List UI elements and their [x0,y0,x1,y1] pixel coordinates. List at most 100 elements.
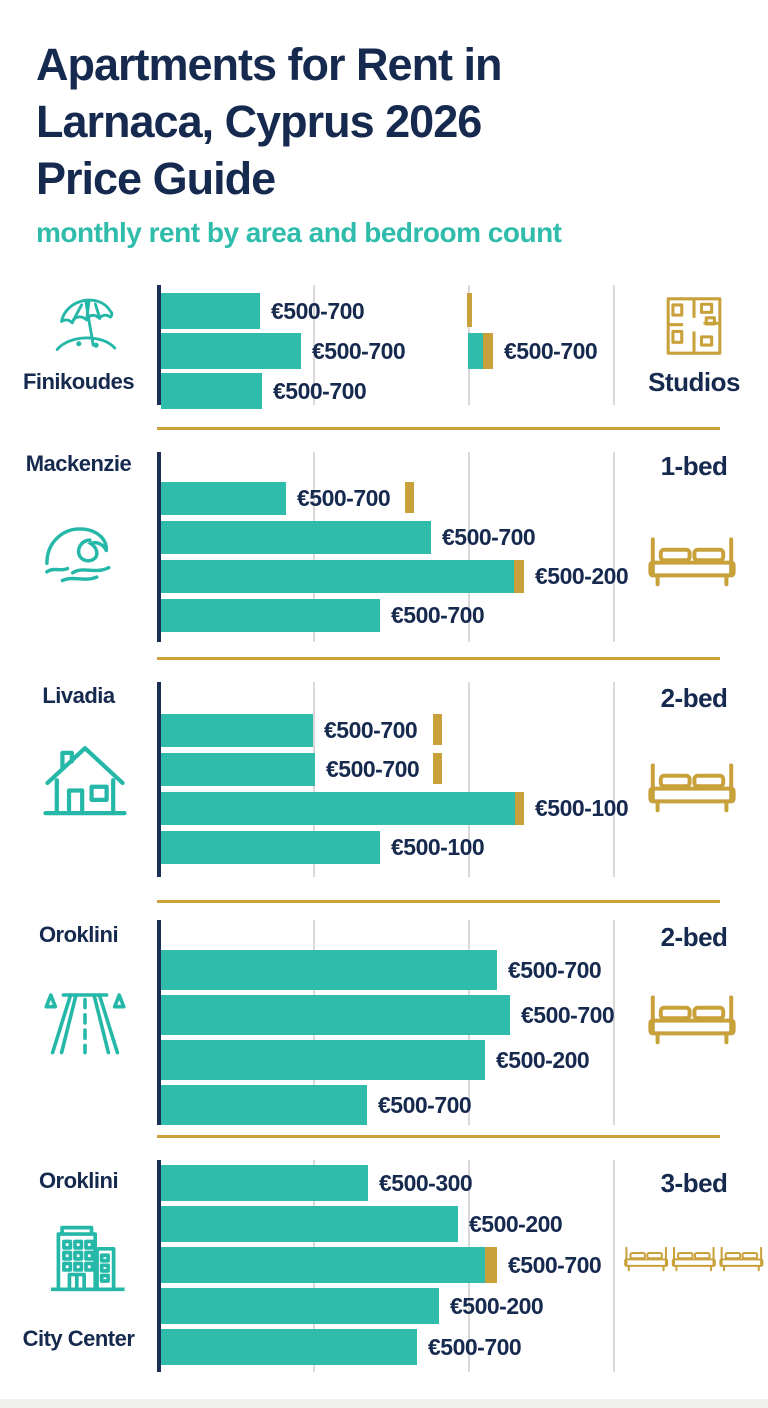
triple-bed-icon [624,1238,764,1280]
rent-bar [161,333,301,369]
section-divider [157,427,720,430]
house-icon [38,736,132,830]
gold-tick [467,293,472,327]
bar-chart: €500-700 €500-700 €500-700 €500-700 [157,285,620,409]
mini-bar-teal [468,333,483,369]
bedroom-type-label: 2-bed [660,683,728,713]
bedroom-type-column: Studios [620,283,768,430]
bar-value-label: €500-200 [496,1046,590,1073]
gold-tick [405,482,414,513]
footer-strip [0,1399,768,1408]
section-finikoudes: Finikoudes €500-700 €500-700 €500-700 €500-… [0,283,768,430]
bar-row: €500-700 [161,482,620,515]
double-bed-icon [648,992,736,1046]
bar-value-label: €500-700 [428,1333,522,1360]
area-label: Oroklini [38,922,119,947]
bar-value-label: €500-700 [312,337,406,364]
axis-line [157,1160,161,1372]
gridline [468,682,470,877]
rent-bar-teal [161,599,380,632]
bar-row: €500-700 [161,950,620,990]
rent-bar-teal [161,831,380,864]
axis-line [157,920,161,1125]
double-bed-icon [648,534,736,588]
section-divider [157,657,720,660]
area-label: Mackenzie [25,451,132,476]
rent-bar-gold-cap [514,560,524,593]
bar-row: €500-700 [161,521,620,554]
bar-value-label: €500-200 [535,563,629,589]
bedroom-type-column: 3-bed [620,1156,768,1374]
bar-row: €500-300 [161,1165,620,1201]
area-label: Finikoudes [22,369,135,394]
rent-bar [161,1206,458,1242]
section-livadia: Livadia €500-700 €500-700 €500-100 €500-100… [0,678,768,903]
area-column: Oroklini [0,916,157,1138]
rent-bar-teal [161,333,301,369]
bar-value-label: €500-100 [535,795,629,821]
bar-row: €500-700 [161,1329,620,1365]
rent-bar-teal [161,950,497,990]
bar-row: €500-200 [161,560,629,593]
rent-bar-teal [161,1247,485,1283]
bar-row: €500-700 [161,1247,620,1283]
rent-bar-teal [161,560,514,593]
page-subtitle: monthly rent by area and bedroom count [36,217,562,248]
mini-bar-gold [483,333,493,369]
rent-bar [161,1040,485,1080]
city-buildings-icon [40,1210,132,1306]
bar-row: €500-700 €500-700 [161,333,620,369]
bar-value-label: €500-700 [508,956,602,983]
bar-value-label: €500-700 [391,602,485,628]
page-title-line: Larnaca, Cyprus 2026 [36,96,482,147]
page-title-line: Apartments for Rent in [36,39,503,90]
rent-bar [161,521,431,554]
area-column: Livadia [0,678,157,903]
rent-bar-teal [161,995,510,1035]
area-label: Oroklini [38,1168,119,1193]
axis-line [157,285,161,405]
bedroom-type-column: 2-bed [620,678,768,903]
bar-chart: €500-700 €500-700 €500-200 €500-700 [157,920,620,1125]
rent-bar [161,1329,417,1365]
gridline [313,285,315,405]
header: Apartments for Rent in Larnaca, Cyprus 2… [36,36,736,249]
bedroom-type-label: Studios [648,367,740,397]
bar-value-label: €500-700 [297,485,391,511]
rent-bar-teal [161,1288,439,1324]
bar-value-label: €500-300 [379,1169,473,1196]
area-column: Mackenzie [0,448,157,660]
bar-value-label: €500-700 [273,377,367,404]
bar-row: €500-700 [161,373,620,409]
rent-bar [161,950,497,990]
bedroom-type-column: 2-bed [620,916,768,1138]
gridline [613,1160,615,1372]
section-mackenzie: Mackenzie €500-700 €500-700 €500-200 €500-7… [0,448,768,660]
bar-value-label: €500-700 [271,297,365,324]
bar-row: €500-700 [161,599,620,632]
section-divider [157,1135,720,1138]
bar-value-label: €500-700 [508,1251,602,1278]
rent-bar [161,1085,367,1125]
rent-bar [161,599,380,632]
rent-bar [161,373,262,409]
bar-value-label: €500-700 [378,1091,472,1118]
rent-bar [161,293,260,329]
area-label: Livadia [42,683,115,708]
bedroom-type-label: 1-bed [660,451,728,481]
bar-row: €500-200 [161,1288,620,1324]
bedroom-type-label: 2-bed [660,922,728,952]
bar-value-label: €500-700 [442,524,536,550]
bar-row: €500-700 [161,1085,620,1125]
rent-bar-teal [161,1206,458,1242]
bar-row: €500-700 [161,995,620,1035]
rent-bar [161,1247,497,1283]
bedroom-type-label: 3-bed [660,1168,728,1198]
rent-bar [161,714,313,747]
bar-row: €500-200 [161,1040,620,1080]
gold-tick [433,714,442,745]
rent-bar [161,1288,439,1324]
bar-value-label: €500-700 [324,717,418,743]
bedroom-type-column: 1-bed [620,448,768,660]
